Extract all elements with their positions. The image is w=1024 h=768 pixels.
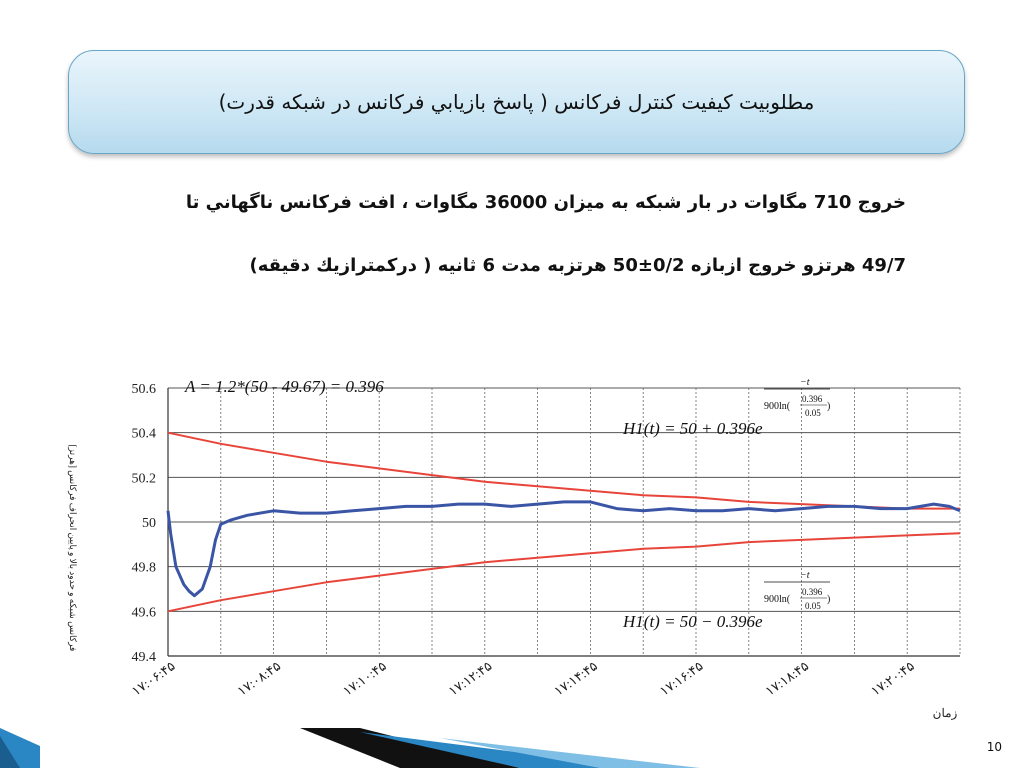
y-tick-label: 50.2 [132,471,157,486]
lower-exp-num: −t [800,570,810,581]
series-line [167,532,961,613]
x-tick-label: ۱۷:۲۰:۴۵ [868,658,917,698]
frequency-chart: 50.6 50.4 50.2 50 49.8 49.6 49.4 ۱۷:۰۶:۴۵ ۱۷:۰۸:… [40,352,975,744]
x-tick-label: ۱۷:۱۶:۴۵ [657,658,706,698]
y-tick-label: 49.4 [132,650,157,665]
lower-exp-frac-num: 0.396 [802,587,823,597]
upper-exp-num: −t [800,377,810,388]
lower-envelope-series [167,532,961,613]
frequency-response-series [166,500,961,598]
y-tick-label: 49.6 [132,605,157,620]
y-axis-label: فرکانس شبکه و حدود بالا و پایین انحراف ف… [67,445,78,652]
series-line [166,500,961,598]
y-tick-label: 50 [142,516,156,531]
x-tick-label: ۱۷:۱۸:۴۵ [762,658,811,698]
x-tick-label: ۱۷:۱۲:۴۵ [446,658,495,698]
y-tick-label: 49.8 [132,561,157,576]
slide-title-box: مطلوبيت كيفيت كنترل فركانس ( پاسخ بازياب… [68,50,965,154]
svg-text:900ln(: 900ln( [764,594,791,605]
upper-exp-den-suffix: ) [827,401,830,412]
y-tick-label: 50.4 [132,427,157,442]
upper-formula-text: H1(t) = 50 + 0.396e [622,419,763,438]
x-tick-label: ۱۷:۰۸:۴۵ [234,658,283,698]
upper-envelope-series [167,431,961,510]
upper-exp-frac-den: 0.05 [805,408,821,418]
page-number: 10 [986,740,1002,754]
upper-envelope-formula: H1(t) = 50 + 0.396e −t 900ln( 0.396 0.05… [622,377,830,438]
upper-exp-frac-num: 0.396 [802,394,823,404]
lower-formula-text: H1(t) = 50 − 0.396e [622,612,763,631]
x-tick-label: ۱۷:۱۰:۴۵ [340,658,389,698]
lower-exp-den-suffix: ) [827,594,830,605]
series-line [167,431,960,510]
lower-exp-frac-den: 0.05 [805,601,821,611]
upper-exp-den-prefix: 900ln( [764,401,791,412]
y-tick-label: 50.6 [132,382,157,397]
lower-exp-den-prefix: 900ln( [764,594,791,605]
footer-decoration [0,728,700,768]
lower-envelope-formula: H1(t) = 50 − 0.396e −t 900ln( 0.396 0.05… [622,570,830,631]
body-text-line-1: خروج 710 مگاوات در بار شبکه به میزان 360… [185,192,906,213]
slide-title: مطلوبيت كيفيت كنترل فركانس ( پاسخ بازياب… [218,90,815,114]
annotation-amplitude: A = 1.2*(50 - 49.67) = 0.396 [184,377,384,396]
x-tick-label: ۱۷:۱۴:۴۵ [551,658,600,698]
svg-text:900ln(: 900ln( [764,401,791,412]
body-text-line-2: 49/7 هرتزو خروج ازبازه 0/2±50 هرتزبه مدت… [249,255,906,276]
x-axis-label: زمان [933,706,958,720]
